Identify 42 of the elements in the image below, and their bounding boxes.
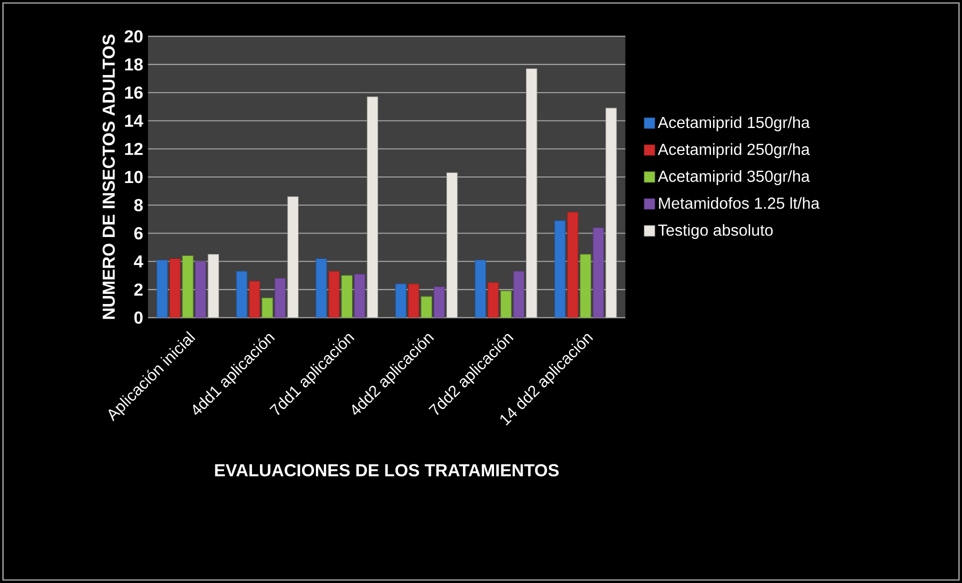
bar	[248, 280, 260, 318]
bar	[328, 270, 340, 318]
bar	[488, 282, 499, 318]
y-tick-label: 4	[134, 255, 144, 268]
bar	[592, 227, 604, 318]
bar	[500, 290, 512, 318]
y-axis-title: NUMERO DE INSECTOS ADULTOS	[102, 34, 115, 319]
legend-label: Metamidofos 1.25 lt/ha	[659, 197, 820, 209]
y-tick-label: 8	[134, 198, 143, 212]
bar	[474, 260, 486, 318]
legend-label: Acetamiprid 150gr/ha	[658, 116, 810, 132]
bar	[194, 261, 206, 318]
bar	[274, 278, 286, 318]
y-tick-label: 18	[125, 58, 143, 71]
bar	[182, 256, 194, 318]
bar	[554, 220, 566, 318]
x-axis-title: EVALUACIONES DE LOS TRATAMIENTOS	[215, 464, 559, 476]
y-tick-label: 16	[125, 86, 143, 99]
bar	[580, 254, 592, 318]
y-tick-label: 0	[134, 312, 143, 324]
bar	[156, 260, 168, 318]
y-tick-label: 2	[134, 283, 143, 296]
bar	[341, 275, 352, 318]
bar	[236, 270, 248, 318]
bar	[513, 270, 524, 318]
bar	[408, 284, 420, 318]
y-tick-label: 20	[124, 30, 143, 42]
y-tick-label: 14	[125, 114, 144, 127]
legend-label: Acetamiprid 250gr/ha	[658, 143, 810, 158]
y-tick-label: 10	[125, 170, 143, 184]
bar	[434, 286, 445, 318]
y-tick-label: 6	[134, 227, 143, 240]
bar	[420, 296, 432, 318]
bar	[395, 284, 406, 318]
bar	[316, 258, 327, 318]
bar	[354, 274, 366, 318]
bar	[169, 258, 181, 318]
y-tick-label: 12	[125, 142, 143, 155]
legend-label: Testigo absoluto	[658, 224, 773, 239]
bar	[567, 212, 578, 318]
bar	[262, 298, 273, 318]
legend-label: Acetamiprid 350gr/ha	[658, 170, 810, 186]
